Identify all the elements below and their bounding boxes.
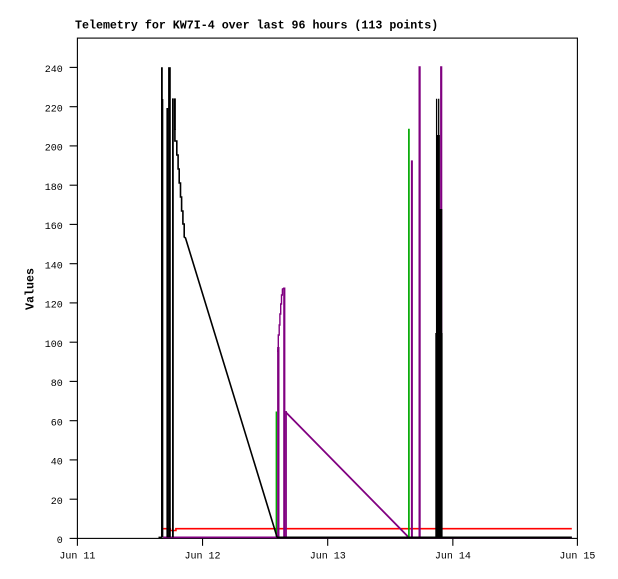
svg-text:20: 20 — [51, 497, 63, 508]
svg-text:40: 40 — [51, 458, 63, 469]
svg-text:180: 180 — [45, 183, 63, 194]
svg-text:100: 100 — [45, 340, 63, 351]
svg-text:60: 60 — [51, 418, 63, 429]
svg-text:240: 240 — [45, 65, 63, 76]
svg-text:Values: Values — [25, 268, 38, 310]
svg-text:160: 160 — [45, 222, 63, 233]
svg-text:140: 140 — [45, 261, 63, 272]
svg-text:Jun 14: Jun 14 — [435, 552, 471, 563]
svg-text:0: 0 — [57, 536, 63, 547]
svg-text:220: 220 — [45, 104, 63, 115]
svg-text:Jun 11: Jun 11 — [59, 552, 95, 563]
svg-text:200: 200 — [45, 144, 63, 155]
svg-text:120: 120 — [45, 301, 63, 312]
svg-text:Telemetry for KW7I-4 over last: Telemetry for KW7I-4 over last 96 hours … — [75, 20, 438, 33]
svg-text:Jun 13: Jun 13 — [310, 552, 346, 563]
svg-text:Jun 15: Jun 15 — [559, 552, 595, 563]
svg-text:80: 80 — [51, 379, 63, 390]
svg-text:Jun 12: Jun 12 — [185, 552, 221, 563]
